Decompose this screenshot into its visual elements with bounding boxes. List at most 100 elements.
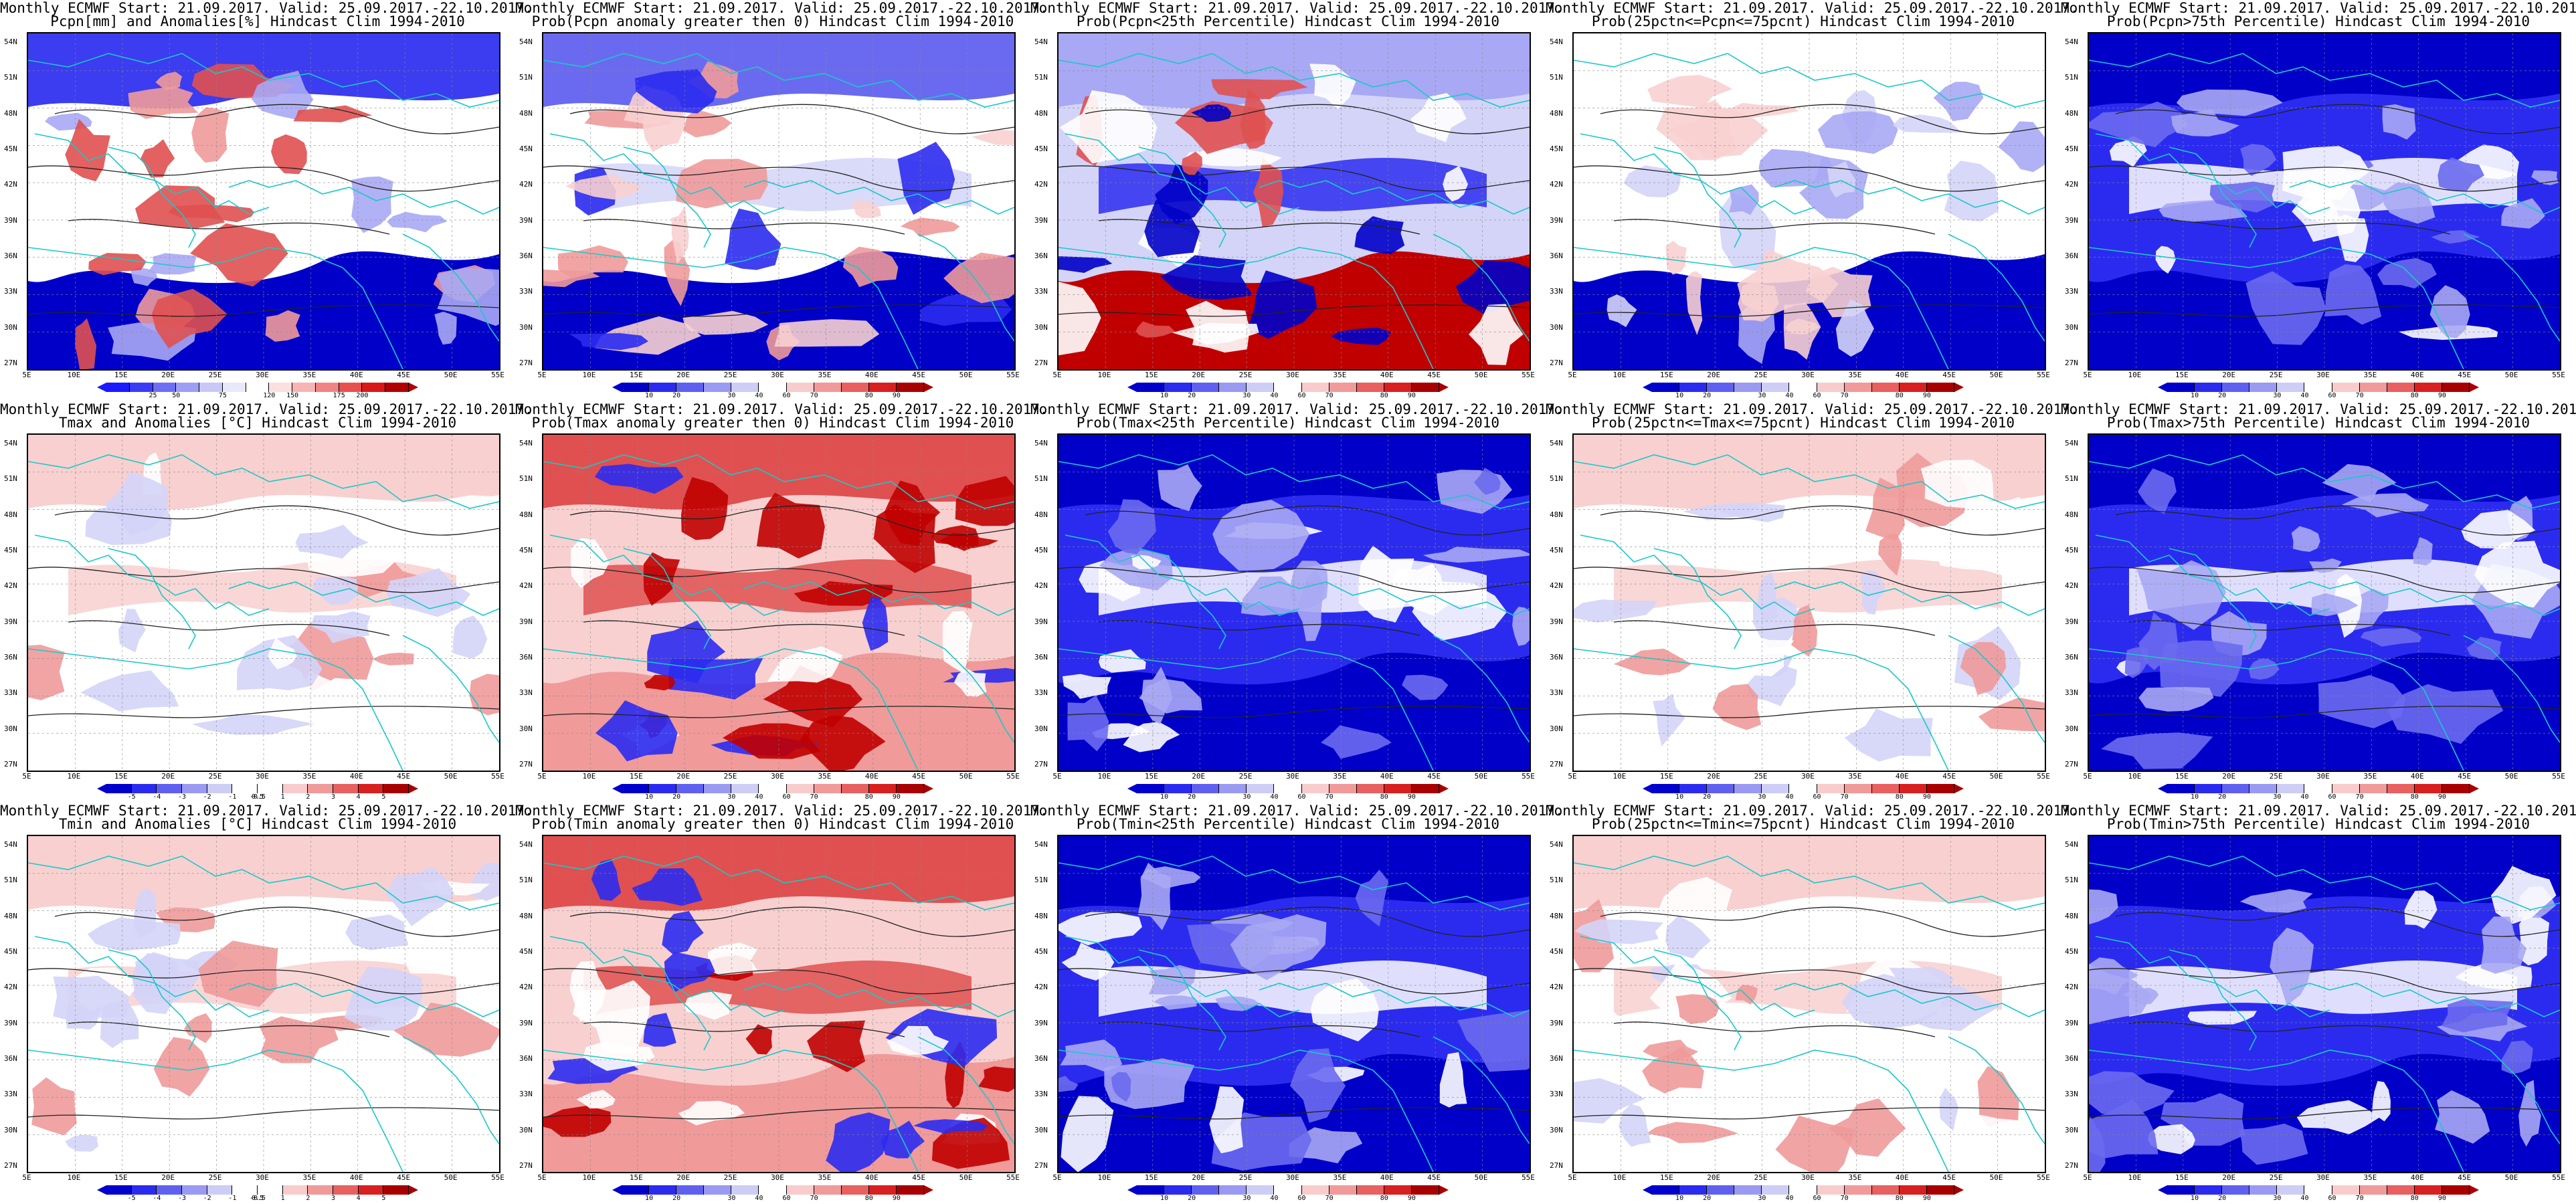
colorbar-segment	[333, 784, 359, 793]
colorbar-segment	[649, 784, 677, 793]
longitude-tick-label: 40E	[349, 371, 363, 379]
colorbar-segment	[2249, 383, 2278, 392]
colorbar-label: 120	[263, 392, 276, 399]
colorbar-segment	[2414, 784, 2442, 793]
colorbar-segment	[1356, 784, 1384, 793]
longitude-tick-label: 30E	[1286, 371, 1299, 379]
latitude-tick-label: 36N	[4, 252, 17, 260]
colorbar-arrow-low	[1127, 383, 1137, 392]
colorbar-segment	[2195, 784, 2223, 793]
colorbar-segment	[2332, 784, 2360, 793]
colorbar-segment	[1164, 383, 1192, 392]
latitude-tick-label: 54N	[1034, 840, 1048, 849]
colorbar-label: 10	[1160, 1195, 1169, 1202]
longitude-tick-label: 45E	[1427, 1173, 1441, 1182]
longitude-tick-label: 5E	[1052, 1173, 1062, 1182]
latitude-tick-label: 42N	[1550, 983, 1563, 992]
longitude-tick-label: 30E	[1286, 772, 1299, 781]
colorbar-label: 200	[356, 392, 369, 399]
colorbar-segment	[1192, 383, 1220, 392]
colorbar-segment	[2222, 784, 2250, 793]
colorbar-label: 60	[782, 793, 791, 801]
map-panel: Monthly ECMWF Start: 21.09.2017. Valid: …	[1030, 401, 1564, 803]
longitude-tick-label: 55E	[2552, 371, 2565, 379]
colorbar-label: 80	[864, 392, 873, 399]
colorbar-segment	[358, 1185, 384, 1195]
latitude-tick-label: 27N	[1034, 760, 1048, 769]
colorbar-label: 20	[2218, 1195, 2227, 1202]
colorbar-segment	[1219, 1185, 1247, 1195]
longitude-tick-label: 25E	[1754, 371, 1768, 379]
latitude-tick-label: 45N	[519, 947, 533, 956]
colorbar-label: 30	[727, 793, 736, 801]
longitude-tick-label: 5E	[537, 772, 547, 781]
latitude-tick-label: 36N	[2065, 252, 2078, 260]
colorbar-arrow-low	[2158, 1185, 2167, 1195]
colorbar-label: -2	[203, 793, 211, 801]
colorbar-segment	[2222, 1185, 2250, 1195]
latitude-tick-label: 36N	[1034, 1054, 1048, 1063]
longitude-tick-label: 50E	[2504, 1173, 2518, 1182]
colorbar-segment	[1789, 1185, 1817, 1195]
colorbar-segment	[704, 1185, 732, 1195]
latitude-tick-label: 45N	[1550, 947, 1563, 956]
longitude-tick-label: 20E	[2222, 772, 2236, 781]
colorbar-segment	[2442, 1185, 2470, 1195]
colorbar-segment	[676, 383, 705, 392]
colorbar-segment	[1329, 383, 1357, 392]
colorbar	[97, 784, 419, 793]
colorbar-segment	[1411, 784, 1440, 793]
colorbar-segment	[2304, 383, 2332, 392]
longitude-tick-label: 55E	[1522, 772, 1535, 781]
longitude-tick-label: 55E	[491, 1173, 504, 1182]
longitude-tick-label: 40E	[1895, 1173, 1909, 1182]
longitude-tick-label: 25E	[1238, 1173, 1253, 1182]
latitude-tick-label: 48N	[1550, 108, 1563, 118]
colorbar-label: 90	[1407, 1195, 1416, 1202]
map-panel: Monthly ECMWF Start: 21.09.2017. Valid: …	[515, 401, 1048, 803]
colorbar-segment	[676, 784, 705, 793]
longitude-tick-label: 15E	[629, 772, 643, 781]
map-area	[1057, 32, 1531, 371]
colorbar-segment	[2414, 1185, 2442, 1195]
colorbar-segment	[269, 383, 293, 392]
panel-title-line2: Tmin and Anomalies [°C] Hindcast Clim 19…	[58, 816, 457, 832]
colorbar-label: 0.5	[251, 1195, 264, 1202]
panel-title-line1: Monthly ECMWF Start: 21.09.2017. Valid: …	[1030, 803, 1564, 819]
colorbar-segment	[1411, 1185, 1440, 1195]
latitude-tick-label: 33N	[1550, 1090, 1563, 1099]
longitude-tick-label: 45E	[1942, 371, 1956, 379]
colorbar-label: 10	[1675, 1195, 1684, 1202]
latitude-tick-label: 33N	[2065, 688, 2078, 698]
latitude-tick-label: 54N	[1550, 37, 1563, 46]
colorbar-segment	[1356, 383, 1384, 392]
latitude-tick-label: 51N	[2065, 876, 2078, 885]
colorbar-arrow-high	[1954, 383, 1964, 392]
latitude-tick-label: 30N	[1550, 322, 1563, 332]
longitude-tick-label: 30E	[1801, 371, 1815, 379]
latitude-tick-label: 54N	[2065, 37, 2078, 46]
longitude-tick-label: 45E	[1427, 371, 1441, 379]
longitude-tick-label: 25E	[2269, 772, 2283, 781]
longitude-tick-label: 35E	[1848, 371, 1862, 379]
colorbar-segment	[841, 1185, 869, 1195]
latitude-tick-label: 39N	[2065, 617, 2078, 626]
longitude-tick-label: 50E	[2504, 371, 2518, 379]
colorbar-segment	[731, 1185, 759, 1195]
colorbar-segment	[1384, 383, 1412, 392]
colorbar-segment	[649, 1185, 677, 1195]
colorbar-segment	[814, 1185, 842, 1195]
longitude-tick-label: 5E	[1568, 371, 1577, 379]
latitude-tick-label: 36N	[1550, 252, 1563, 260]
colorbar-segment	[2387, 1185, 2415, 1195]
latitude-tick-label: 36N	[1550, 653, 1563, 662]
colorbar-label: 30	[1758, 793, 1766, 801]
latitude-tick-label: 36N	[519, 653, 533, 662]
panel-title-line1: Monthly ECMWF Start: 21.09.2017. Valid: …	[2061, 401, 2576, 417]
longitude-tick-label: 25E	[208, 1173, 222, 1182]
colorbar-segment	[1274, 383, 1302, 392]
colorbar-segment	[282, 784, 308, 793]
latitude-tick-label: 42N	[1034, 983, 1048, 992]
latitude-tick-label: 39N	[2065, 1018, 2078, 1027]
colorbar-segment	[1817, 784, 1845, 793]
